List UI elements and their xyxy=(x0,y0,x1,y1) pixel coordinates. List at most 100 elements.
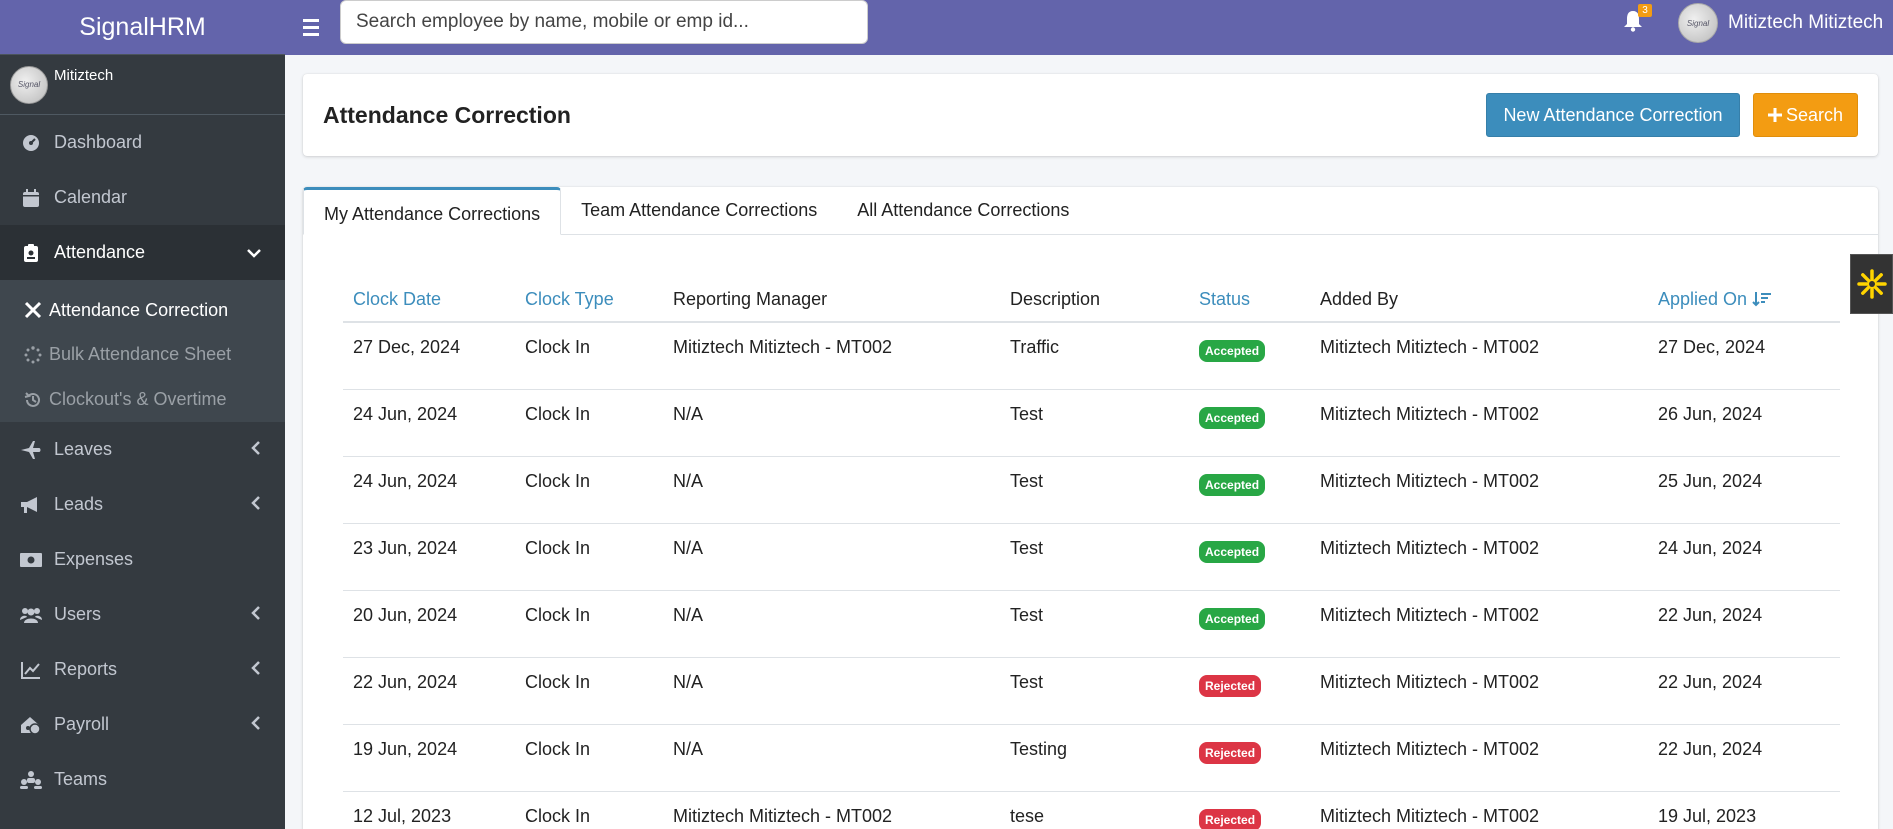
table-row[interactable]: 20 Jun, 2024 Clock In N/A Test Accepted Mitiz… xyxy=(343,590,1840,658)
cell-status: Accepted xyxy=(1189,322,1310,390)
table-row[interactable]: 19 Jun, 2024 Clock In N/A Testing Rejected Mi… xyxy=(343,724,1840,792)
table-row[interactable]: 24 Jun, 2024 Clock In N/A Test Accepted Mitiz… xyxy=(343,456,1840,524)
status-badge: Accepted xyxy=(1199,406,1266,429)
notification-badge: 3 xyxy=(1638,4,1652,17)
cell-clock-date: 12 Jul, 2023 xyxy=(343,791,515,829)
sidebar-item-dashboard[interactable]: Dashboard xyxy=(0,115,285,170)
sidebar-item-users[interactable]: Users xyxy=(0,587,285,642)
cell-added-by: Mitiztech Mitiztech - MT002 xyxy=(1310,389,1648,457)
table-row[interactable]: 12 Jul, 2023 Clock In Mitiztech Mitiztech … xyxy=(343,791,1840,829)
chevron-left-icon xyxy=(251,495,261,515)
corrections-card: My Attendance Corrections Team Attendanc… xyxy=(303,187,1878,829)
cell-clock-type: Clock In xyxy=(515,657,663,725)
settings-widget-button[interactable] xyxy=(1850,254,1893,314)
tabs: My Attendance Corrections Team Attendanc… xyxy=(303,187,1878,235)
status-badge: Accepted xyxy=(1199,607,1266,630)
cell-applied-on: 22 Jun, 2024 xyxy=(1648,724,1840,792)
column-header-added-by: Added By xyxy=(1310,277,1648,323)
column-header-status[interactable]: Status xyxy=(1189,277,1310,323)
payroll-icon xyxy=(18,716,44,734)
cell-reporting-manager: Mitiztech Mitiztech - MT002 xyxy=(663,322,1000,390)
sidebar-item-payroll[interactable]: Payroll xyxy=(0,697,285,752)
cell-clock-date: 19 Jun, 2024 xyxy=(343,724,515,792)
hamburger-menu-icon[interactable] xyxy=(303,19,329,36)
status-badge: Rejected xyxy=(1199,674,1262,697)
cell-clock-type: Clock In xyxy=(515,724,663,792)
tab-my-attendance-corrections[interactable]: My Attendance Corrections xyxy=(303,187,562,235)
sidebar-user-panel[interactable]: Signal Mitiztech xyxy=(0,55,285,115)
attendance-icon xyxy=(18,243,44,262)
column-header-clock-type[interactable]: Clock Type xyxy=(515,277,663,323)
table-row[interactable]: 23 Jun, 2024 Clock In N/A Test Accepted Mitiz… xyxy=(343,523,1840,591)
chevron-left-icon xyxy=(251,660,261,680)
status-badge: Rejected xyxy=(1199,808,1262,829)
table-row[interactable]: 22 Jun, 2024 Clock In N/A Test Rejected Mitiz… xyxy=(343,657,1840,725)
status-badge: Accepted xyxy=(1199,340,1266,362)
sidebar-item-leads[interactable]: Leads xyxy=(0,477,285,532)
sidebar-item-label: Calendar xyxy=(54,187,128,207)
cell-clock-date: 27 Dec, 2024 xyxy=(343,322,515,390)
cell-reporting-manager: N/A xyxy=(663,657,1000,725)
cell-clock-type: Clock In xyxy=(515,322,663,390)
cell-added-by: Mitiztech Mitiztech - MT002 xyxy=(1310,724,1648,792)
dashboard-icon xyxy=(18,134,44,152)
attendance-submenu: Attendance Correction Bulk Attendance Sh… xyxy=(0,280,285,422)
cell-status: Rejected xyxy=(1189,657,1310,725)
cell-added-by: Mitiztech Mitiztech - MT002 xyxy=(1310,657,1648,725)
table-row[interactable]: 27 Dec, 2024 Clock In Mitiztech Mitiztech … xyxy=(343,322,1840,390)
tab-all-attendance-corrections[interactable]: All Attendance Corrections xyxy=(857,199,1070,220)
new-attendance-correction-button[interactable]: New Attendance Correction xyxy=(1486,93,1740,137)
chevron-left-icon xyxy=(251,605,261,625)
notifications-button[interactable]: 3 xyxy=(1623,4,1652,36)
sidebar-item-calendar[interactable]: Calendar xyxy=(0,170,285,225)
search-button[interactable]: Search xyxy=(1753,93,1858,137)
avatar: Signal xyxy=(1678,3,1718,43)
cell-description: Test xyxy=(1000,590,1189,658)
sidebar-item-leaves[interactable]: Leaves xyxy=(0,422,285,477)
money-icon xyxy=(18,552,44,567)
column-header-clock-date[interactable]: Clock Date xyxy=(343,277,515,323)
attendance-corrections-table: Clock Date Clock Type Reporting Manager … xyxy=(343,277,1840,829)
sidebar-user-name: Mitiztech xyxy=(54,67,114,84)
sidebar-item-label: Teams xyxy=(54,769,108,789)
cell-applied-on: 25 Jun, 2024 xyxy=(1648,456,1840,524)
plane-icon xyxy=(18,440,44,459)
cell-clock-date: 22 Jun, 2024 xyxy=(343,657,515,725)
sidebar-item-teams[interactable]: Teams xyxy=(0,752,285,807)
status-badge: Accepted xyxy=(1199,540,1266,563)
sidebar-item-label: Payroll xyxy=(54,714,110,734)
cell-applied-on: 22 Jun, 2024 xyxy=(1648,657,1840,725)
sidebar-item-attendance[interactable]: Attendance xyxy=(0,225,285,280)
brand-logo[interactable]: SignalHRM xyxy=(0,0,285,55)
cell-status: Accepted xyxy=(1189,456,1310,524)
sidebar-item-expenses[interactable]: Expenses xyxy=(0,532,285,587)
employee-search-input[interactable] xyxy=(340,0,868,44)
column-header-description: Description xyxy=(1000,277,1189,323)
cell-clock-date: 24 Jun, 2024 xyxy=(343,456,515,524)
cell-added-by: Mitiztech Mitiztech - MT002 xyxy=(1310,590,1648,658)
sidebar: SignalHRM Signal Mitiztech Dashboard Cal… xyxy=(0,0,285,829)
status-badge: Rejected xyxy=(1199,741,1262,764)
users-icon xyxy=(18,607,44,623)
table-header-row: Clock Date Clock Type Reporting Manager … xyxy=(343,277,1840,323)
user-menu[interactable]: Signal Mitiztech Mitiztech xyxy=(1678,3,1883,43)
table-row[interactable]: 24 Jun, 2024 Clock In N/A Test Accepted Mitiz… xyxy=(343,389,1840,457)
sidebar-subitem-attendance-correction[interactable]: Attendance Correction xyxy=(0,280,285,332)
status-badge: Accepted xyxy=(1199,473,1266,496)
cell-reporting-manager: N/A xyxy=(663,389,1000,457)
sidebar-item-label: Leads xyxy=(54,494,104,514)
cell-status: Accepted xyxy=(1189,590,1310,658)
spinner-icon xyxy=(22,345,44,364)
sidebar-subitem-clockouts-overtime[interactable]: Clockout's & Overtime xyxy=(0,377,285,422)
cell-reporting-manager: N/A xyxy=(663,724,1000,792)
sidebar-subitem-bulk-attendance[interactable]: Bulk Attendance Sheet xyxy=(0,332,285,377)
cell-clock-type: Clock In xyxy=(515,389,663,457)
teams-icon xyxy=(18,770,44,789)
cell-applied-on: 19 Jul, 2023 xyxy=(1648,791,1840,829)
sidebar-item-reports[interactable]: Reports xyxy=(0,642,285,697)
cell-added-by: Mitiztech Mitiztech - MT002 xyxy=(1310,791,1648,829)
plus-icon xyxy=(1767,108,1782,122)
tab-team-attendance-corrections[interactable]: Team Attendance Corrections xyxy=(581,199,818,220)
column-header-applied-on[interactable]: Applied On xyxy=(1648,277,1840,323)
column-header-label: Applied On xyxy=(1658,288,1748,309)
